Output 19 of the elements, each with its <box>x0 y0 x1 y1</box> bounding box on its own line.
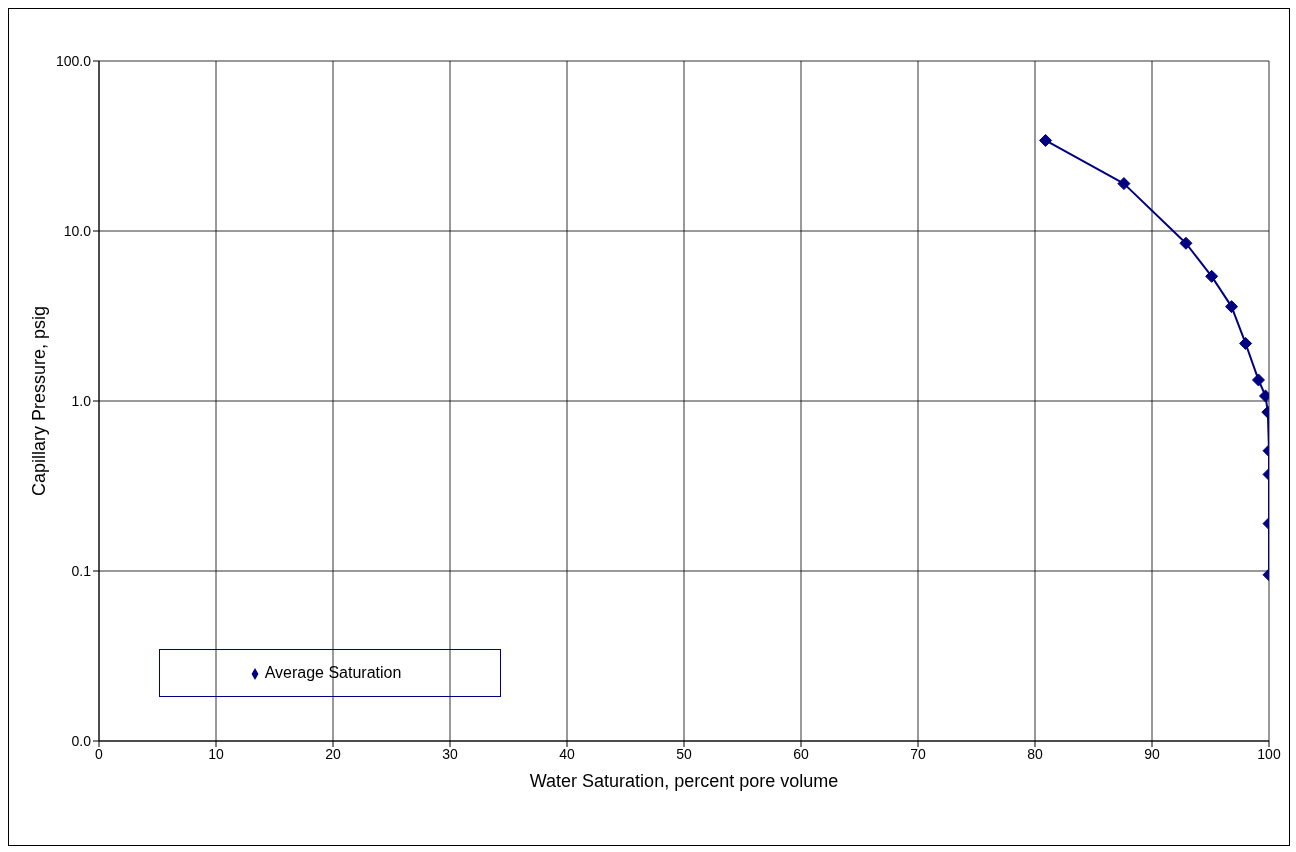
x-tick-label: 100 <box>1257 745 1281 762</box>
legend-label: Average Saturation <box>264 664 402 681</box>
y-tick-label: 1.0 <box>71 392 92 409</box>
x-tick-label: 50 <box>676 745 692 762</box>
x-tick-label: 10 <box>208 745 224 762</box>
x-tick-label: 20 <box>325 745 341 762</box>
y-axis-title: Capillary Pressure, psig <box>29 305 50 497</box>
x-axis-title: Water Saturation, percent pore volume <box>529 771 839 791</box>
x-tick-label: 80 <box>1027 745 1043 762</box>
x-tick-label: 90 <box>1144 745 1160 762</box>
x-tick-label: 70 <box>910 745 926 762</box>
x-tick-label: 30 <box>442 745 458 762</box>
y-tick-label: 0.0 <box>71 732 92 749</box>
x-tick-label: 60 <box>793 745 809 762</box>
x-tick-label: 0 <box>95 745 104 762</box>
y-tick-label: 0.1 <box>71 562 92 579</box>
x-tick-label: 40 <box>559 745 575 762</box>
y-tick-label: 100.0 <box>55 52 92 69</box>
y-tick-label: 10.0 <box>63 222 92 239</box>
